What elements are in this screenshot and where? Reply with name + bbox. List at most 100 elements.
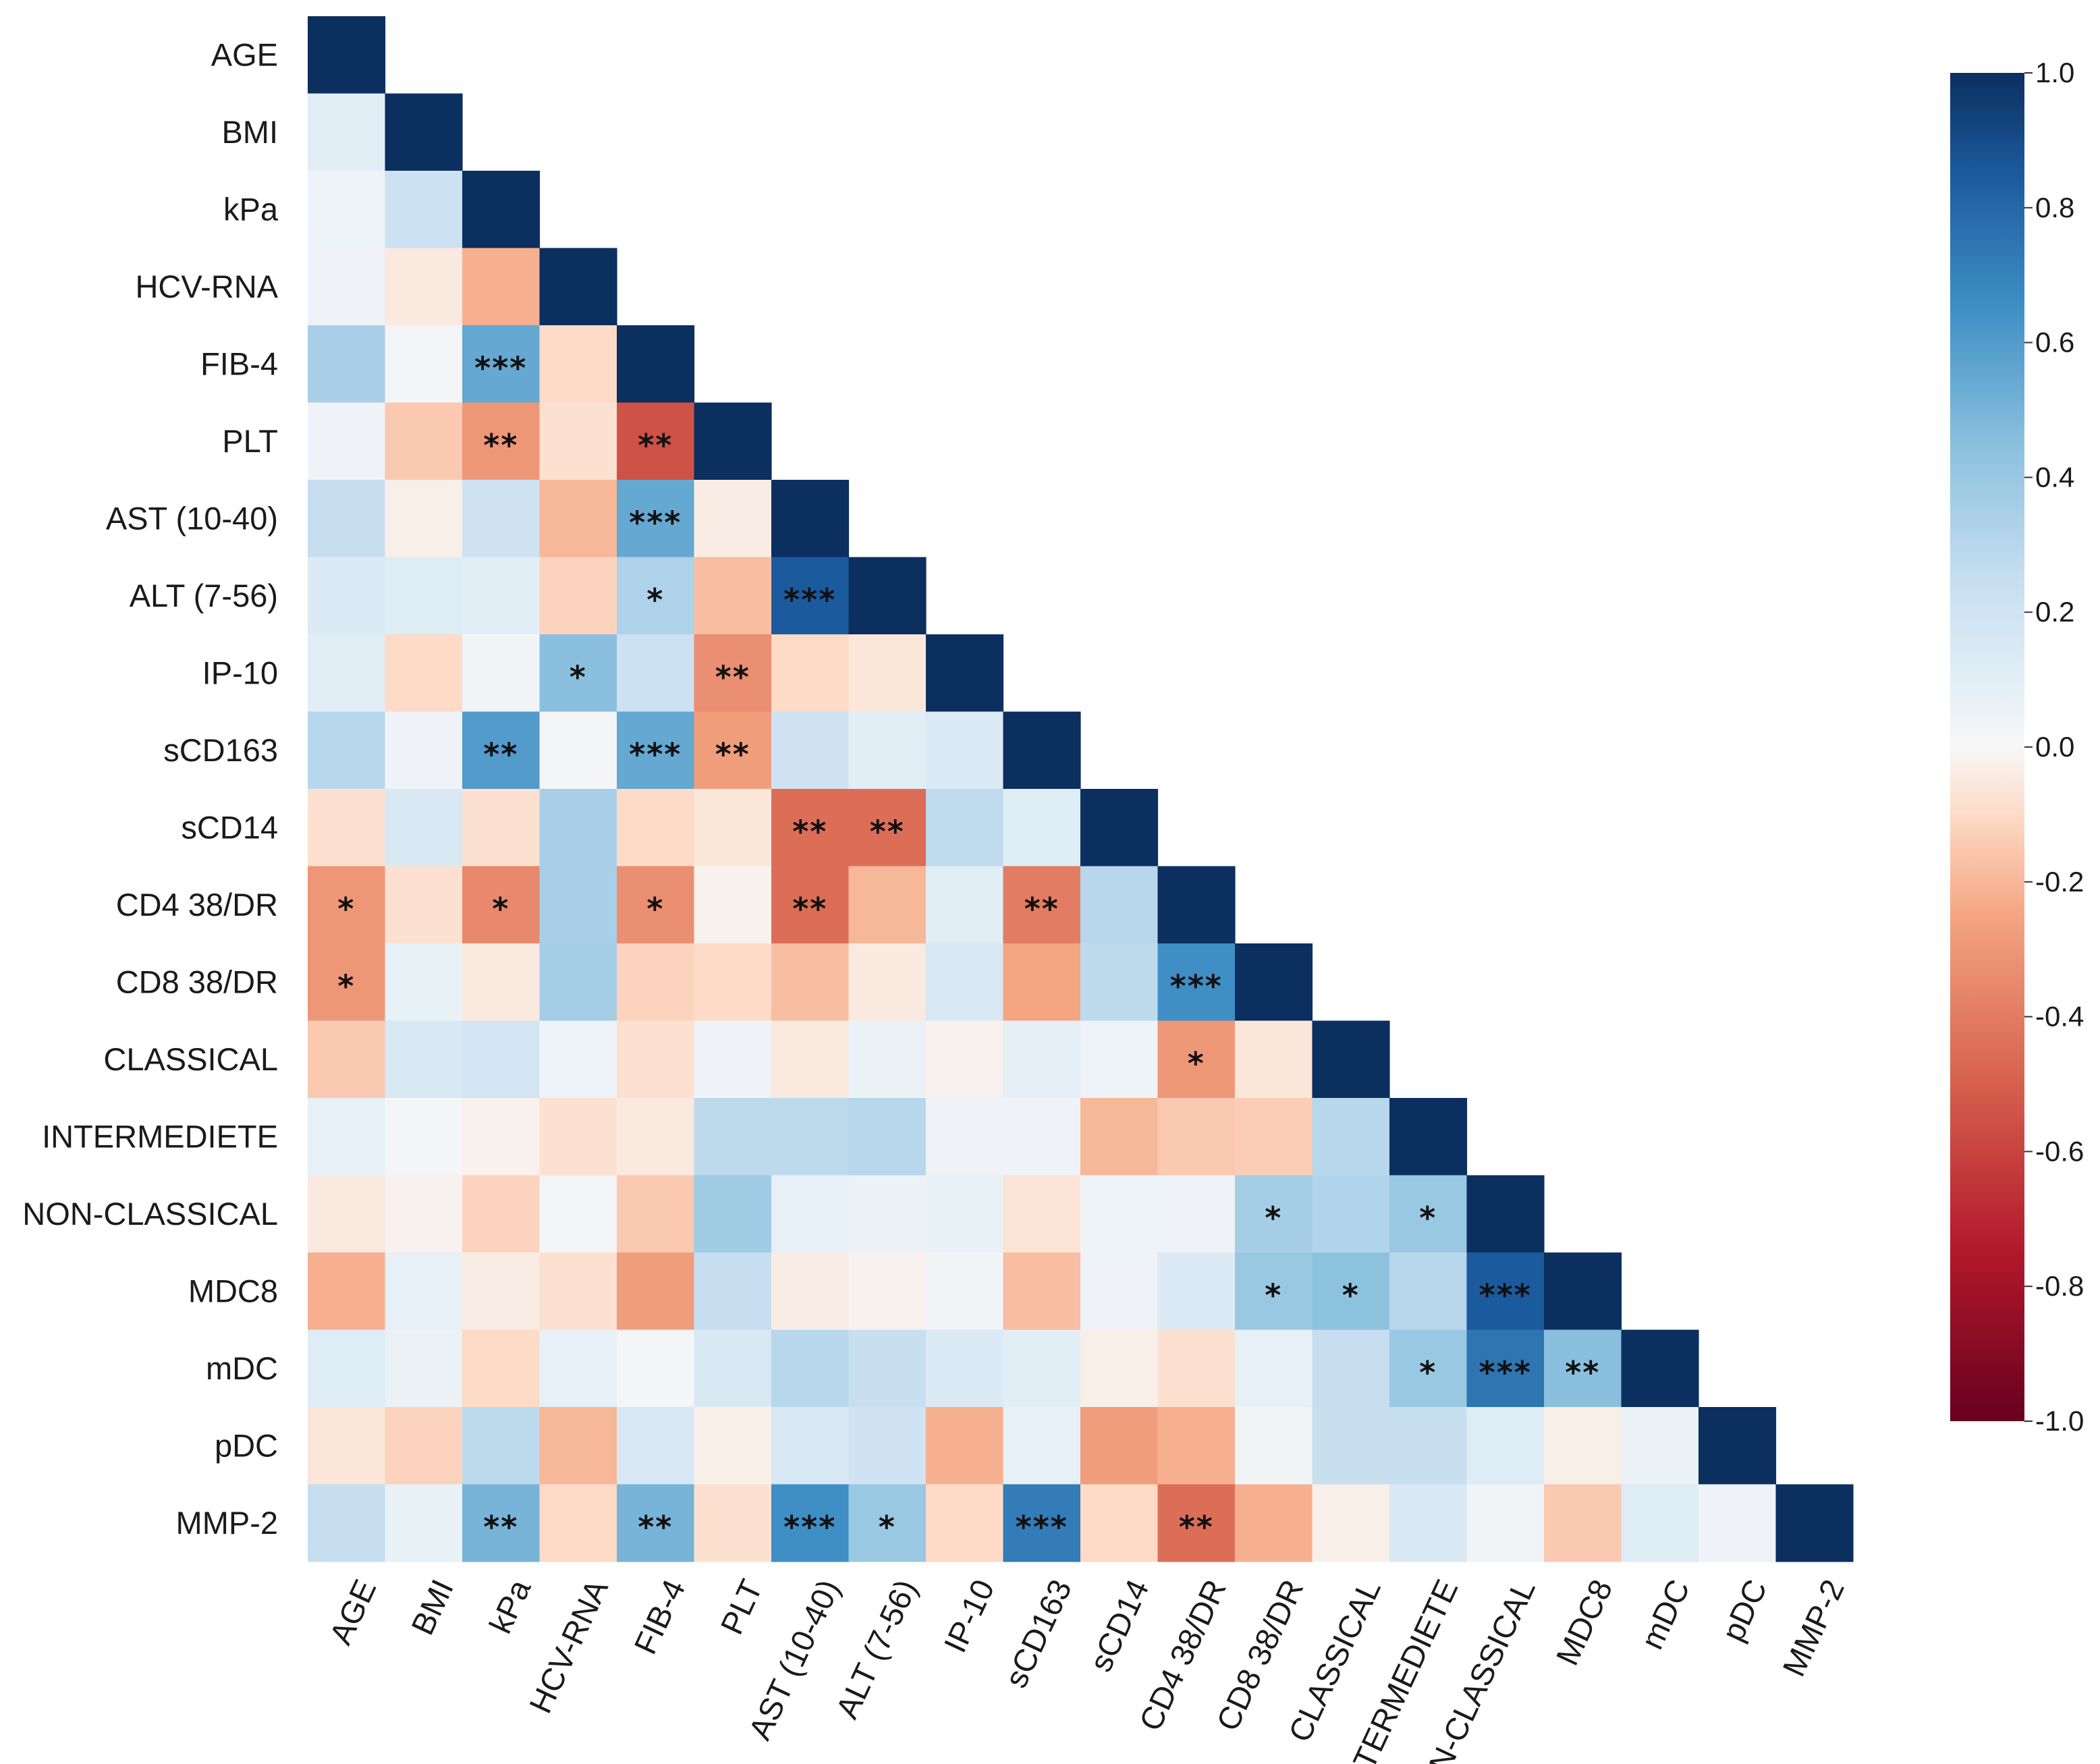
heatmap-cell-intermediete-classical [1312, 1098, 1390, 1176]
heatmap-cell-mdc8-cd4-38-dr [1157, 1252, 1236, 1331]
heatmap-cell-pdc-scd14 [1080, 1407, 1159, 1485]
heatmap-cell-cd4-38-dr-ip-10 [926, 866, 1004, 944]
significance-marker: * [1342, 1277, 1360, 1313]
heatmap-cell-ip-10-ast-10-40 [771, 634, 850, 713]
heatmap-cell-cd8-38-dr-plt [694, 943, 772, 1022]
heatmap-cell-cd4-38-dr-hcv-rna [539, 866, 617, 944]
significance-marker: ** [638, 427, 673, 464]
heatmap-cell-classical-scd163 [1003, 1020, 1081, 1099]
heatmap-cell-alt-7-56-hcv-rna [539, 557, 617, 635]
column-label-pdc: pDC [1715, 1574, 1774, 1647]
heatmap-cell-mdc8-classical [1312, 1252, 1390, 1331]
heatmap-cell-alt-7-56-alt-7-56 [848, 557, 927, 635]
column-label-ip-10: IP-10 [937, 1574, 1001, 1657]
heatmap-cell-cd8-38-dr-cd4-38-dr [1157, 943, 1236, 1022]
heatmap-cell-cd4-38-dr-bmi [385, 866, 463, 944]
heatmap-cell-mmp-2-plt [694, 1484, 772, 1562]
heatmap-cell-kpa-bmi [385, 171, 463, 249]
heatmap-cell-mdc8-age [308, 1252, 386, 1331]
heatmap-cell-pdc-pdc [1698, 1407, 1777, 1485]
significance-marker: * [570, 659, 587, 695]
heatmap-cell-intermediete-plt [694, 1098, 772, 1176]
heatmap-cell-mdc8-bmi [385, 1252, 463, 1331]
heatmap-cell-intermediete-cd4-38-dr [1157, 1098, 1236, 1176]
significance-marker: *** [1479, 1354, 1532, 1391]
heatmap-cell-scd14-plt [694, 789, 772, 867]
heatmap-cell-scd163-age [308, 711, 386, 790]
heatmap-cell-ast-10-40-ast-10-40 [771, 480, 850, 558]
heatmap-cell-mmp-2-scd14 [1080, 1484, 1159, 1562]
significance-marker: * [1188, 1045, 1205, 1082]
heatmap-cell-scd14-ast-10-40 [771, 789, 850, 867]
significance-marker: *** [1170, 968, 1223, 1004]
colorbar-tick-label: 0.2 [2035, 596, 2074, 628]
heatmap-cell-classical-alt-7-56 [848, 1020, 927, 1099]
significance-marker: * [337, 891, 355, 927]
row-label-alt-7-56: ALT (7-56) [130, 578, 278, 613]
heatmap-cell-pdc-ast-10-40 [771, 1407, 850, 1485]
row-label-fib-4: FIB-4 [200, 346, 278, 381]
colorbar-gradient [1950, 73, 2024, 1421]
heatmap-cell-ip-10-age [308, 634, 386, 713]
row-label-kpa: kPa [223, 191, 279, 227]
heatmap-cell-mmp-2-cd8-38-dr [1235, 1484, 1313, 1562]
heatmap-cell-mdc8-fib-4 [617, 1252, 695, 1331]
heatmap-cell-ast-10-40-age [308, 480, 386, 558]
significance-marker: ** [483, 1509, 518, 1545]
heatmap-cell-mmp-2-classical [1312, 1484, 1390, 1562]
heatmap-cell-mdc8-alt-7-56 [848, 1252, 927, 1331]
significance-marker: ** [638, 1509, 673, 1545]
heatmap-cell-hcv-rna-age [308, 248, 386, 326]
heatmap-cell-mdc-mdc8 [1544, 1329, 1622, 1408]
heatmap-cell-fib-4-fib-4 [617, 325, 695, 404]
heatmap-cell-scd163-scd163 [1003, 711, 1081, 790]
heatmap-cell-alt-7-56-age [308, 557, 386, 635]
heatmap-cell-mdc8-scd14 [1080, 1252, 1159, 1331]
heatmap-cell-pdc-plt [694, 1407, 772, 1485]
row-label-age: AGE [211, 36, 278, 72]
heatmap-cell-mmp-2-age [308, 1484, 386, 1562]
heatmap-cell-alt-7-56-plt [694, 557, 772, 635]
column-label-kpa: kPa [482, 1574, 538, 1639]
significance-marker: *** [629, 736, 682, 773]
colorbar-tick-label: 0.4 [2035, 461, 2074, 493]
row-label-mmp-2: MMP-2 [176, 1505, 278, 1541]
heatmap-cell-pdc-mdc8 [1544, 1407, 1622, 1485]
heatmap-cell-non-classical-cd8-38-dr [1235, 1175, 1313, 1253]
heatmap-cell-pdc-kpa [462, 1407, 541, 1485]
heatmap-cell-scd163-ast-10-40 [771, 711, 850, 790]
heatmap-cell-mmp-2-scd163 [1003, 1484, 1081, 1562]
heatmap-cell-mmp-2-mmp-2 [1775, 1484, 1854, 1562]
heatmap-cell-hcv-rna-kpa [462, 248, 541, 326]
heatmap-cell-classical-ip-10 [926, 1020, 1004, 1099]
column-label-mmp-2: MMP-2 [1775, 1574, 1851, 1682]
heatmap-cell-classical-fib-4 [617, 1020, 695, 1099]
heatmap-cell-cd4-38-dr-plt [694, 866, 772, 944]
colorbar-tick-label: 0.0 [2035, 731, 2074, 763]
heatmap-cell-mmp-2-intermediete [1389, 1484, 1468, 1562]
heatmap-cell-scd163-ip-10 [926, 711, 1004, 790]
heatmap-cell-mmp-2-bmi [385, 1484, 463, 1562]
heatmap-cell-scd163-plt [694, 711, 772, 790]
heatmap-cell-pdc-ip-10 [926, 1407, 1004, 1485]
heatmap-cell-hcv-rna-bmi [385, 248, 463, 326]
significance-marker: ** [1024, 891, 1059, 927]
heatmap-cell-classical-cd8-38-dr [1235, 1020, 1313, 1099]
heatmap-cell-alt-7-56-fib-4 [617, 557, 695, 635]
significance-marker: * [1419, 1200, 1437, 1236]
heatmap-cell-intermediete-hcv-rna [539, 1098, 617, 1176]
row-labels: AGE BMI kPa HCV-RNA FIB-4 PLT AST (10-40) ALT (… [22, 36, 279, 1541]
colorbar-tick-label: -0.8 [2035, 1270, 2084, 1302]
heatmap-cell-mdc8-kpa [462, 1252, 541, 1331]
heatmap-cell-mdc-non-classical [1466, 1329, 1545, 1408]
heatmap-cell-non-classical-kpa [462, 1175, 541, 1253]
significance-marker: * [646, 582, 664, 618]
heatmap-cells [308, 16, 1854, 1562]
heatmap-cell-cd8-38-dr-ip-10 [926, 943, 1004, 1022]
heatmap-cell-cd8-38-dr-kpa [462, 943, 541, 1022]
significance-marker: * [337, 968, 355, 1004]
heatmap-cell-mdc8-scd163 [1003, 1252, 1081, 1331]
significance-marker: * [1265, 1277, 1282, 1313]
significance-marker: ** [715, 736, 750, 773]
